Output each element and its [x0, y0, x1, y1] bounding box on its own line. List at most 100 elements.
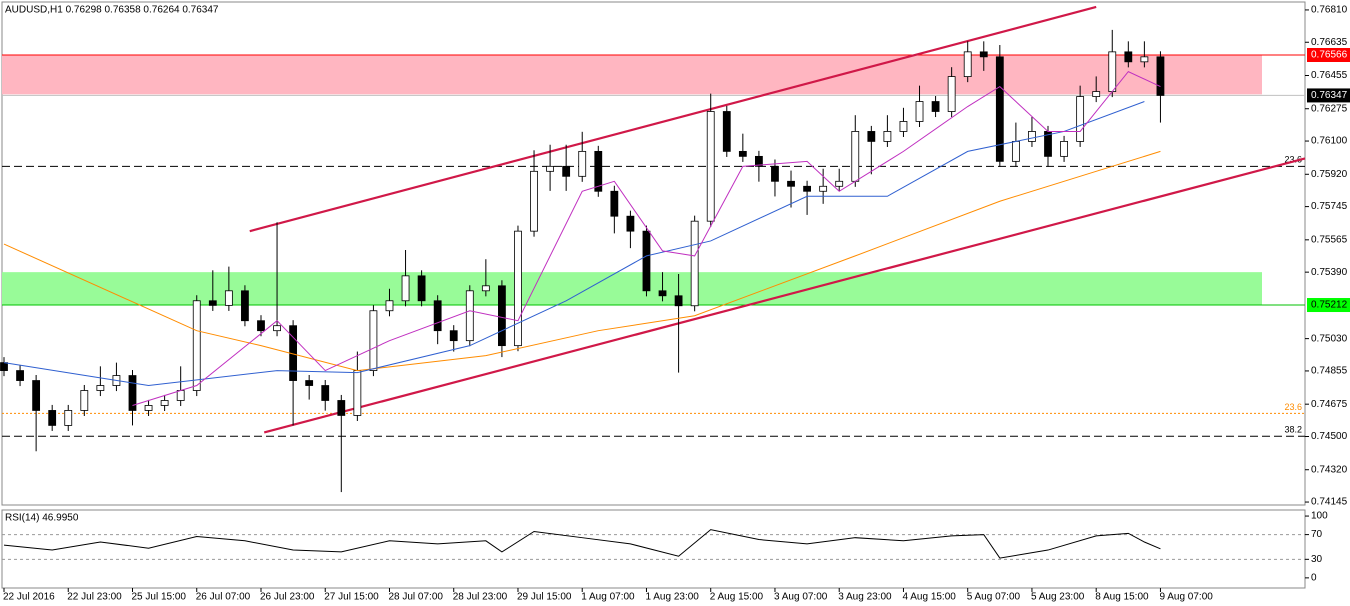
- x-tick-label: 3 Aug 23:00: [838, 592, 892, 603]
- candle-body: [64, 410, 73, 426]
- y-tick-label: 0.74320: [1311, 464, 1348, 475]
- y-tick-label: 0.76100: [1311, 136, 1348, 147]
- candle-body: [96, 385, 105, 391]
- x-tick-label: 4 Aug 15:00: [902, 592, 956, 603]
- candle-body: [80, 390, 89, 411]
- candle-body: [369, 310, 378, 371]
- y-tick-label: 0.74145: [1311, 497, 1348, 508]
- candle-body: [899, 121, 908, 132]
- candle-body: [915, 101, 924, 122]
- candle-body: [241, 290, 249, 322]
- candle-body: [401, 275, 410, 302]
- candle-body: [931, 101, 940, 112]
- candle-body: [465, 290, 474, 342]
- candle-body: [321, 385, 330, 401]
- candle-body: [1140, 56, 1149, 63]
- x-tick-label: 8 Aug 15:00: [1095, 592, 1149, 603]
- y-tick-label: 100: [1311, 511, 1328, 522]
- candle-body: [498, 285, 506, 347]
- candle-body: [449, 330, 458, 342]
- y-tick-label: 0.74675: [1311, 399, 1348, 410]
- x-tick-label: 28 Jul 07:00: [388, 592, 443, 603]
- candle-body: [160, 400, 169, 406]
- y-tick-label: 0.76275: [1311, 103, 1348, 114]
- y-tick-label: 0.75030: [1311, 333, 1348, 344]
- level-label: 23.6: [1284, 155, 1302, 165]
- x-tick-label: 25 Jul 15:00: [131, 592, 186, 603]
- candle-body: [851, 131, 860, 182]
- candle-body: [835, 180, 844, 187]
- rsi-title: RSI(14) 46.9950: [5, 513, 79, 524]
- x-tick-label: 22 Jul 2016: [3, 592, 55, 603]
- x-tick-label: 29 Jul 15:00: [517, 592, 572, 603]
- candle-body: [385, 300, 394, 312]
- candle-body: [32, 380, 41, 411]
- candle-body: [176, 390, 185, 401]
- x-tick-label: 3 Aug 07:00: [774, 592, 828, 603]
- price-marker-label: 0.76566: [1311, 50, 1348, 61]
- x-tick-label: 28 Jul 23:00: [453, 592, 508, 603]
- candle-body: [128, 375, 137, 411]
- y-tick-label: 0: [1311, 573, 1317, 584]
- candle-body: [771, 165, 779, 182]
- candle-body: [481, 285, 490, 292]
- price-marker-label: 0.75212: [1311, 300, 1348, 311]
- candle-body: [273, 325, 281, 332]
- moving-average: [132, 70, 1161, 406]
- price-marker-box: [1307, 47, 1350, 62]
- candle-body: [1156, 56, 1165, 96]
- level-label: 23.6: [1284, 402, 1302, 412]
- candle-body: [1108, 51, 1117, 92]
- zone: [2, 54, 1262, 95]
- moving-average: [3, 150, 1161, 372]
- candle-body: [979, 51, 988, 58]
- price-marker-box: [1307, 88, 1350, 103]
- candle-body: [690, 220, 699, 307]
- x-tick-label: 5 Aug 23:00: [1031, 592, 1085, 603]
- candle-body: [433, 300, 442, 332]
- candle-body: [658, 290, 667, 297]
- candle-body: [738, 150, 747, 157]
- y-tick-label: 0.74855: [1311, 366, 1348, 377]
- candle-body: [1011, 141, 1020, 162]
- candle-body: [1060, 141, 1068, 157]
- candle-body: [1076, 96, 1085, 142]
- candle-body: [417, 275, 426, 302]
- x-tick-label: 2 Aug 15:00: [710, 592, 764, 603]
- candle-body: [337, 400, 346, 416]
- candle-body: [626, 215, 635, 232]
- candle-body: [803, 185, 811, 192]
- candle-body: [963, 51, 972, 78]
- x-tick-label: 22 Jul 23:00: [67, 592, 122, 603]
- candle-body: [224, 290, 233, 306]
- y-tick-label: 0.74500: [1311, 431, 1348, 442]
- candle-body: [867, 131, 876, 142]
- trendline: [249, 5, 1097, 233]
- level-label: 38.2: [1284, 425, 1302, 435]
- candle-body: [610, 190, 619, 217]
- candle-body: [787, 180, 795, 187]
- x-tick-label: 27 Jul 15:00: [324, 592, 379, 603]
- candle-body: [305, 380, 314, 386]
- candle-body: [530, 170, 538, 232]
- trendline: [263, 157, 1306, 434]
- x-tick-label: 9 Aug 07:00: [1159, 592, 1213, 603]
- candle-body: [546, 165, 554, 172]
- candle-body: [722, 111, 731, 152]
- candle-body: [16, 370, 24, 381]
- y-tick-label: 0.75390: [1311, 267, 1348, 278]
- price-marker-label: 0.76347: [1311, 90, 1348, 101]
- candle-body: [819, 185, 828, 192]
- zone: [2, 272, 1262, 306]
- candle-body: [1092, 91, 1101, 97]
- candle-body: [1028, 131, 1036, 142]
- candle-body: [755, 155, 763, 167]
- candle-body: [883, 131, 892, 142]
- y-tick-label: 70: [1311, 529, 1323, 540]
- x-tick-label: 1 Aug 23:00: [645, 592, 699, 603]
- x-tick-label: 26 Jul 23:00: [260, 592, 315, 603]
- y-tick-label: 0.75565: [1311, 234, 1348, 245]
- y-tick-label: 30: [1311, 554, 1323, 565]
